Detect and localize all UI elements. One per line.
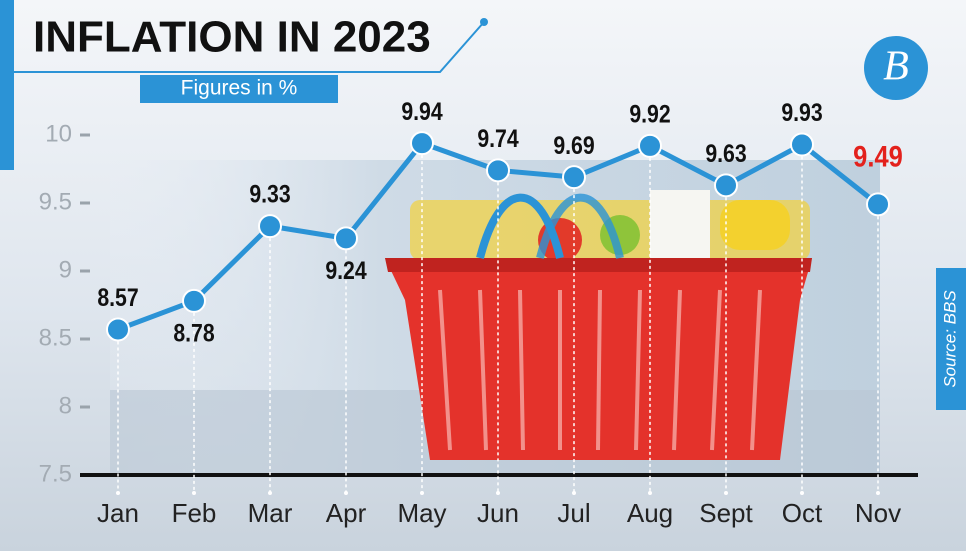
x-tick-dot xyxy=(724,491,728,495)
subtitle: Figures in % xyxy=(181,77,298,100)
x-tick-dot xyxy=(572,491,576,495)
value-label: 9.24 xyxy=(325,256,366,284)
value-label: 9.49 xyxy=(853,139,903,172)
x-tick-label: Aug xyxy=(627,498,673,528)
x-tick-label: Sept xyxy=(699,498,753,528)
value-label: 9.94 xyxy=(401,97,442,125)
y-tick-label: 9 xyxy=(59,256,72,283)
x-tick-label: Oct xyxy=(782,498,823,528)
y-tick-label: 10 xyxy=(45,120,72,147)
x-tick-label: Jan xyxy=(97,498,139,528)
point xyxy=(638,133,662,158)
value-label: 8.57 xyxy=(97,283,138,311)
point xyxy=(562,165,586,190)
chart-title: INFLATION IN 2023 xyxy=(33,13,431,62)
value-label: 9.92 xyxy=(629,100,670,128)
point xyxy=(182,288,206,313)
value-label: 9.74 xyxy=(477,124,518,152)
rule-dot xyxy=(480,18,488,26)
x-tick-label: Jun xyxy=(477,498,519,528)
x-tick-dot xyxy=(800,491,804,495)
x-tick-dot xyxy=(876,491,880,495)
point xyxy=(714,173,738,198)
title-rule xyxy=(14,21,485,73)
point xyxy=(106,317,130,342)
y-tick-label: 7.5 xyxy=(39,460,72,487)
y-tick-label: 9.5 xyxy=(39,188,72,215)
point xyxy=(334,226,358,251)
point xyxy=(486,158,510,183)
x-tick-label: Feb xyxy=(172,498,217,528)
x-tick-label: Jul xyxy=(557,498,590,528)
point xyxy=(866,192,890,217)
x-tick-dot xyxy=(648,491,652,495)
x-tick-label: Mar xyxy=(248,498,293,528)
basket-illustration xyxy=(385,190,812,460)
x-tick-dot xyxy=(496,491,500,495)
point xyxy=(410,131,434,156)
x-tick-dot xyxy=(420,491,424,495)
x-tick-dot xyxy=(344,491,348,495)
source: Source: BBS xyxy=(940,290,959,388)
x-tick-dot xyxy=(116,491,120,495)
y-tick-label: 8.5 xyxy=(39,324,72,351)
x-tick-label: Nov xyxy=(855,498,901,528)
point xyxy=(790,132,814,157)
value-label: 8.78 xyxy=(173,319,214,347)
x-tick-label: May xyxy=(397,498,446,528)
value-label: 9.69 xyxy=(553,131,594,159)
logo-circle xyxy=(864,36,928,100)
accent-bar xyxy=(0,0,14,170)
point xyxy=(258,214,282,239)
x-tick-dot xyxy=(192,491,196,495)
value-label: 9.93 xyxy=(781,98,822,126)
x-tick-label: Apr xyxy=(326,498,367,528)
plot: 7.5 8 8.5 9 9.5 10 8.57 8.78 9.33 9.24 9.94 9.74 9.6… xyxy=(39,97,918,528)
x-tick-dot xyxy=(268,491,272,495)
y-tick-label: 8 xyxy=(59,392,72,419)
source-box xyxy=(936,268,966,410)
logo: B xyxy=(883,44,909,90)
value-label: 9.63 xyxy=(705,139,746,167)
subtitle-box xyxy=(140,75,338,103)
value-label: 9.33 xyxy=(249,180,290,208)
